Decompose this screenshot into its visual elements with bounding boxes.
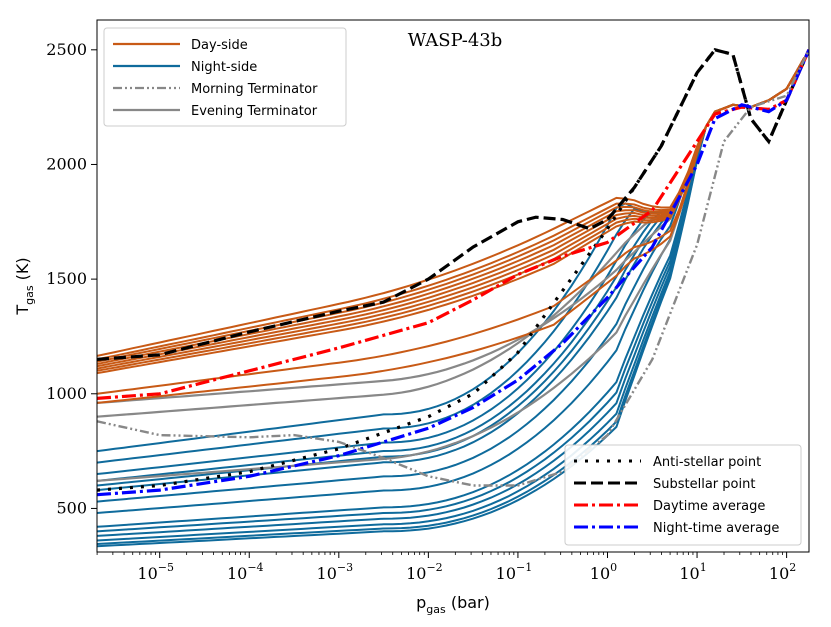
series-layer [97, 47, 809, 548]
legend-item-evening-terminator: Evening Terminator [113, 104, 318, 119]
x-tick-label: 102 [769, 561, 796, 583]
y-tick-label: 1000 [46, 384, 87, 403]
x-tick-label: 100 [590, 561, 617, 583]
y-tick-label: 500 [56, 498, 87, 517]
y-tick-label: 2000 [46, 154, 87, 173]
x-tick-label: 10−3 [317, 561, 354, 583]
x-tick-label: 10−5 [137, 561, 174, 583]
y-axis-label-sub: gas [23, 285, 36, 305]
chart-title: WASP-43b [408, 30, 503, 51]
x-axis-label: pgas (bar) [416, 593, 490, 616]
y-axis-label: Tgas (K) [13, 257, 36, 315]
legend-item-morning-terminator: Morning Terminator [113, 82, 318, 97]
legend-label-nighttime-average: Night-time average [653, 521, 779, 536]
x-tick-label: 10−4 [227, 561, 264, 583]
x-tick-exponent: 0 [610, 561, 617, 574]
x-tick-exponent: −4 [247, 561, 263, 574]
legend-label-nightside: Night-side [191, 60, 257, 75]
legend-item-nightside: Night-side [113, 60, 257, 75]
x-tick-label: 10−2 [406, 561, 443, 583]
y-tick-label: 1500 [46, 269, 87, 288]
morning-terminator-line [97, 49, 809, 487]
x-tick-exponent: −5 [158, 561, 174, 574]
legend-label-evening-terminator: Evening Terminator [191, 104, 318, 119]
legend-label-substellar: Substellar point [653, 477, 755, 492]
x-axis-label-unit: (bar) [451, 593, 490, 612]
legend-item-daytime-average: Daytime average [574, 499, 765, 514]
x-axis: 10−5 10−4 10−3 10−2 10−1 100 101 102 [96, 552, 796, 583]
anti-stellar-point-line [97, 47, 809, 492]
nightside-profile [97, 57, 806, 548]
legend-label-morning-terminator: Morning Terminator [191, 82, 318, 97]
legend-label-daytime-average: Daytime average [653, 499, 765, 514]
x-tick-exponent: −1 [516, 561, 532, 574]
legend-label-anti-stellar: Anti-stellar point [653, 455, 761, 470]
legend-label-dayside: Day-side [191, 38, 248, 53]
y-tick-label: 2500 [46, 40, 87, 59]
legend-top-left: Day-side Night-side Morning Terminator E… [103, 27, 347, 127]
y-axis-label-main: T [13, 305, 32, 316]
x-tick-label: 101 [679, 561, 706, 583]
x-tick-exponent: −3 [337, 561, 353, 574]
legend-item-anti-stellar: Anti-stellar point [574, 455, 761, 470]
x-axis-label-sub: gas [426, 603, 446, 616]
x-tick-exponent: 2 [789, 561, 796, 574]
dayside-profile [97, 57, 806, 404]
legend-item-substellar: Substellar point [574, 477, 755, 492]
substellar-point-line [97, 47, 809, 361]
legend-bottom-right: Anti-stellar point Substellar point Dayt… [564, 444, 802, 546]
nighttime-average-line [97, 49, 809, 497]
x-tick-label: 10−1 [496, 561, 533, 583]
plot-frame [96, 19, 810, 553]
y-axis: 500 1000 1500 2000 2500 [46, 40, 97, 517]
daytime-average-line [97, 49, 809, 400]
legend-item-dayside: Day-side [113, 38, 248, 53]
y-axis-label-unit: (K) [13, 257, 32, 280]
legend-item-nighttime-average: Night-time average [574, 521, 779, 536]
x-tick-exponent: 1 [700, 561, 707, 574]
x-tick-exponent: −2 [426, 561, 442, 574]
x-axis-label-main: p [416, 593, 426, 612]
